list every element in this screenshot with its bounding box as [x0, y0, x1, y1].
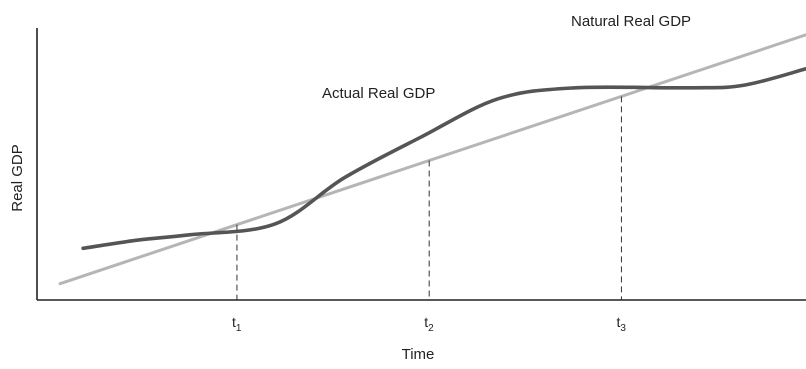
- x-tick-label-t3: t3: [616, 314, 626, 334]
- series-label-natural: Natural Real GDP: [571, 13, 691, 30]
- natural-real-gdp-line: [58, 33, 806, 286]
- series-label-actual: Actual Real GDP: [322, 85, 435, 102]
- x-axis-label: Time: [402, 346, 435, 363]
- curves: [58, 33, 806, 286]
- drop-lines: [236, 96, 622, 300]
- x-tick-labels: t1 t2 t3: [232, 314, 626, 334]
- actual-real-gdp-line: [81, 67, 806, 251]
- y-axis-label: Real GDP: [9, 144, 26, 212]
- x-tick-label-t1: t1: [232, 314, 242, 334]
- x-tick-label-t2: t2: [424, 314, 434, 334]
